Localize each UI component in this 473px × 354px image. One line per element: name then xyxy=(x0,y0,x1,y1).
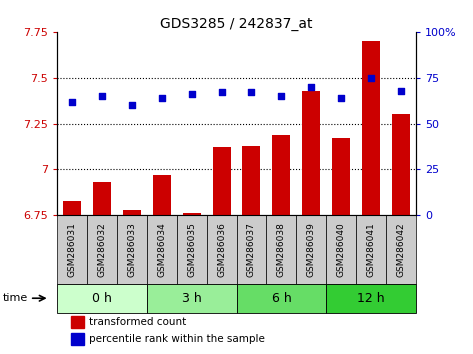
Bar xyxy=(362,41,380,215)
Point xyxy=(158,95,166,101)
Bar xyxy=(326,284,416,313)
Text: GSM286040: GSM286040 xyxy=(337,222,346,277)
Bar xyxy=(212,147,230,215)
Bar xyxy=(272,135,290,215)
Bar xyxy=(176,215,207,284)
Bar xyxy=(236,215,266,284)
Bar xyxy=(207,215,236,284)
Text: GSM286032: GSM286032 xyxy=(97,222,106,277)
Text: GSM286035: GSM286035 xyxy=(187,222,196,277)
Title: GDS3285 / 242837_at: GDS3285 / 242837_at xyxy=(160,17,313,31)
Text: GSM286042: GSM286042 xyxy=(397,222,406,277)
Point xyxy=(397,88,405,93)
Bar xyxy=(183,213,201,215)
Point xyxy=(338,95,345,101)
Text: 0 h: 0 h xyxy=(92,292,112,305)
Bar xyxy=(87,215,117,284)
Bar xyxy=(153,175,171,215)
Text: GSM286033: GSM286033 xyxy=(127,222,136,277)
Text: GSM286039: GSM286039 xyxy=(307,222,316,277)
Bar xyxy=(297,215,326,284)
Bar xyxy=(356,215,386,284)
Point xyxy=(68,99,76,104)
Text: 3 h: 3 h xyxy=(182,292,201,305)
Point xyxy=(98,93,105,99)
Point xyxy=(128,102,135,108)
Point xyxy=(278,93,285,99)
Bar xyxy=(333,138,350,215)
Bar xyxy=(326,215,356,284)
Point xyxy=(307,84,315,90)
Point xyxy=(188,91,195,97)
Text: GSM286031: GSM286031 xyxy=(67,222,76,277)
Bar xyxy=(71,333,84,345)
Text: 12 h: 12 h xyxy=(358,292,385,305)
Bar xyxy=(63,200,81,215)
Text: time: time xyxy=(3,293,28,303)
Text: transformed count: transformed count xyxy=(89,317,186,327)
Text: GSM286034: GSM286034 xyxy=(157,222,166,277)
Bar xyxy=(57,284,147,313)
Bar xyxy=(57,215,87,284)
Text: GSM286036: GSM286036 xyxy=(217,222,226,277)
Bar xyxy=(71,316,84,328)
Bar xyxy=(392,114,410,215)
Bar xyxy=(93,182,111,215)
Bar xyxy=(302,91,320,215)
Text: GSM286037: GSM286037 xyxy=(247,222,256,277)
Bar xyxy=(123,210,140,215)
Bar xyxy=(266,215,297,284)
Text: 6 h: 6 h xyxy=(272,292,291,305)
Point xyxy=(248,90,255,95)
Bar xyxy=(147,284,236,313)
Text: GSM286038: GSM286038 xyxy=(277,222,286,277)
Text: percentile rank within the sample: percentile rank within the sample xyxy=(89,335,265,344)
Bar xyxy=(117,215,147,284)
Text: GSM286041: GSM286041 xyxy=(367,222,376,277)
Bar xyxy=(147,215,176,284)
Bar xyxy=(386,215,416,284)
Bar xyxy=(243,145,261,215)
Point xyxy=(218,90,225,95)
Point xyxy=(368,75,375,80)
Bar xyxy=(236,284,326,313)
